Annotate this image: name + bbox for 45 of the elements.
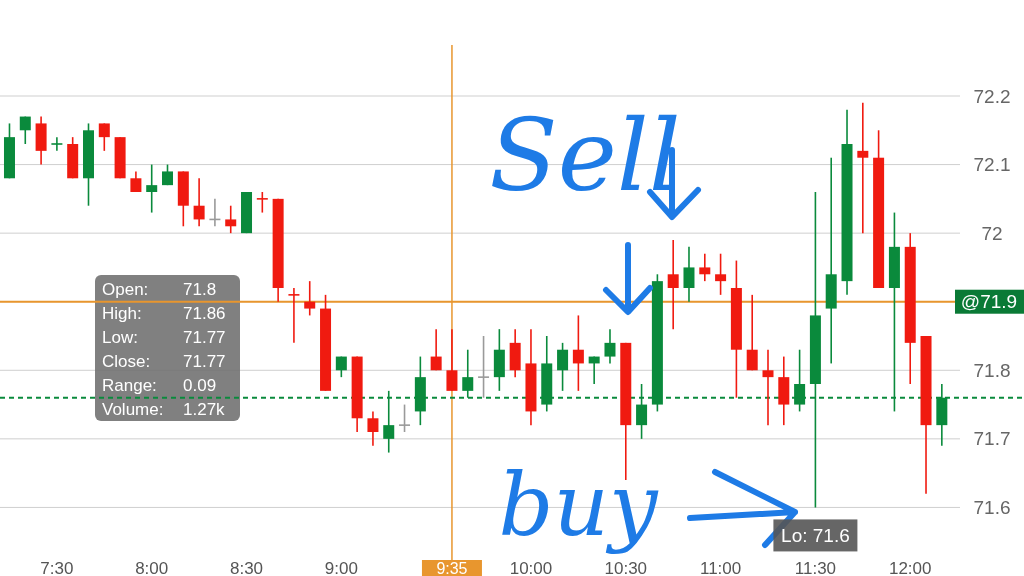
candlestick (746, 294, 758, 372)
y-tick-label: 72.2 (973, 85, 1011, 107)
candlestick (367, 410, 379, 447)
annotation: Lo: 71.6 (781, 524, 850, 546)
candlestick (146, 163, 158, 214)
candlestick (699, 252, 711, 282)
y-tick-label: 71.7 (973, 428, 1011, 450)
candlestick (225, 204, 237, 234)
candlestick (667, 239, 679, 330)
candlestick (398, 403, 411, 433)
candlestick (446, 328, 458, 392)
x-tick-label: 11:30 (794, 558, 837, 576)
x-tick-label: 9:35 (436, 559, 468, 576)
x-tick-label: 8:00 (135, 558, 169, 576)
candlestick (715, 252, 727, 296)
x-tick-label: 11:00 (699, 558, 742, 576)
candlestick (762, 348, 774, 426)
candlestick (19, 115, 31, 145)
candlestick (683, 246, 695, 303)
candlestick (557, 342, 569, 392)
y-tick-label: 71.8 (973, 359, 1011, 381)
ref-line-label: @71.9 (960, 291, 1018, 313)
candlestick (256, 191, 269, 214)
candlestick (857, 102, 869, 234)
candlestick (304, 280, 316, 317)
candlestick (50, 136, 64, 152)
x-tick-label: 9:00 (324, 558, 358, 576)
annotation: buy (498, 455, 659, 555)
candlestick (193, 177, 205, 228)
annotation: Sell (489, 97, 681, 214)
candlestick (477, 335, 490, 399)
candlestick (572, 314, 584, 392)
x-tick-label: 12:00 (888, 558, 932, 576)
candlestick (287, 287, 301, 344)
text: Open: 71.8 High: 71.86 Low: 71.77 Close: 71.77 Range: 0.09 Volume: 1.27k (102, 279, 226, 419)
x-tick-label: 10:30 (604, 558, 648, 576)
y-tick-label: 72.1 (973, 154, 1011, 176)
candlestick (430, 328, 442, 372)
y-tick-label: 72 (981, 222, 1003, 244)
x-tick-label: 10:00 (509, 558, 553, 576)
candlestick (604, 328, 616, 365)
y-tick-label: 71.6 (973, 496, 1011, 518)
x-tick-label: 8:30 (229, 558, 264, 576)
candlestick (98, 122, 110, 152)
x-tick-label: 7:30 (40, 558, 74, 576)
